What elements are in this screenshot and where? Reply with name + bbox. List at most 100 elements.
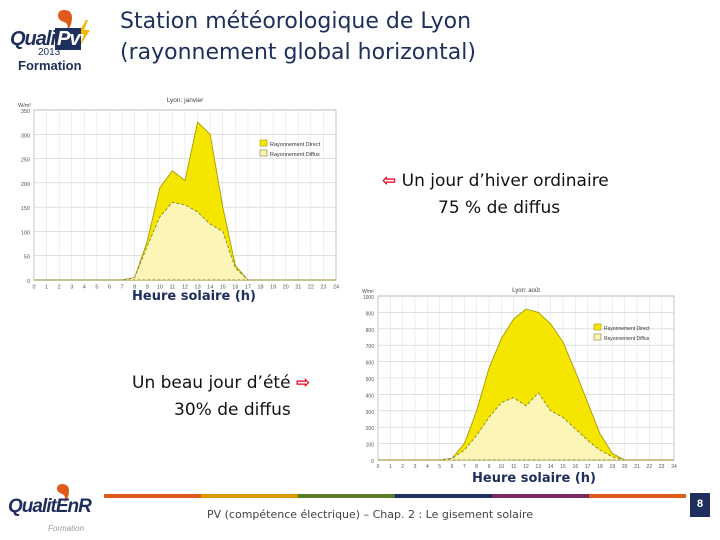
footer-color-bar: [104, 494, 686, 498]
y-tick-label: 0: [27, 279, 30, 285]
x-tick-label: 23: [320, 285, 326, 291]
winter-callout-line1: Un jour d’hiver ordinaire: [401, 171, 609, 191]
bar-segment: [298, 494, 395, 498]
summer-callout: Un beau jour d’été ⇨ 30% de diffus: [132, 370, 362, 424]
chart-title: Lyon: janvier: [167, 97, 204, 104]
arrow-left-icon: ⇦: [382, 171, 397, 191]
x-tick-label: 20: [283, 285, 289, 291]
legend-swatch: [259, 139, 268, 147]
x-tick-label: 17: [245, 285, 251, 291]
legend-swatch: [593, 333, 602, 341]
x-tick-label: 2: [58, 285, 61, 291]
logo-accent-icon: [57, 484, 69, 503]
x-tick-label: 9: [146, 285, 149, 291]
y-tick-label: 200: [366, 426, 375, 432]
y-tick-label: 500: [366, 377, 375, 383]
bar-segment: [395, 494, 492, 498]
x-tick-label: 7: [463, 464, 466, 470]
legend-label: Rayonnement Diffus: [270, 152, 320, 158]
y-axis-label: W/m²: [362, 289, 374, 295]
x-tick-label: 11: [511, 464, 516, 470]
x-tick-label: 5: [438, 464, 441, 470]
bar-segment: [104, 494, 201, 498]
chart-title: Lyon: août: [512, 288, 540, 294]
x-tick-label: 24: [671, 464, 677, 470]
summer-callout-line2: 30% de diffus: [174, 400, 291, 420]
series-area-diffuse: [378, 392, 674, 461]
x-tick-label: 22: [308, 285, 314, 291]
x-tick-label: 17: [585, 464, 591, 470]
legend-swatch: [259, 149, 268, 157]
logo-formation: Formation: [18, 58, 82, 73]
footer-text: PV (compétence électrique) – Chap. 2 : L…: [206, 508, 534, 521]
x-tick-label: 19: [610, 464, 616, 470]
winter-callout-line2: 75 % de diffus: [438, 198, 561, 218]
logo-year: 2013: [38, 47, 61, 58]
x-tick-label: 20: [622, 464, 628, 470]
x-tick-label: 15: [220, 285, 226, 291]
x-tick-label: 5: [95, 285, 98, 291]
y-tick-label: 250: [21, 158, 30, 164]
x-tick-label: 2: [401, 464, 404, 470]
x-tick-label: 8: [133, 285, 136, 291]
y-tick-label: 800: [366, 328, 375, 334]
x-tick-label: 1: [45, 285, 48, 291]
x-tick-label: 23: [659, 464, 665, 470]
x-tick-label: 10: [499, 464, 505, 470]
x-tick-label: 1: [389, 464, 392, 470]
x-tick-label: 16: [573, 464, 579, 470]
logo-brand: Quali Pv: [10, 28, 82, 50]
y-tick-label: 150: [21, 206, 30, 212]
y-tick-label: 600: [366, 361, 375, 367]
y-tick-label: 700: [366, 344, 375, 350]
x-tick-label: 3: [414, 464, 417, 470]
y-tick-label: 50: [24, 255, 30, 261]
x-tick-label: 18: [597, 464, 603, 470]
x-tick-label: 21: [295, 285, 301, 291]
x-tick-label: 6: [451, 464, 454, 470]
series-area-diffuse: [34, 201, 336, 281]
legend-label: Rayonnement Diffus: [604, 336, 650, 342]
x-tick-label: 11: [170, 285, 176, 291]
arrow-right-icon: ⇨: [295, 373, 311, 393]
x-tick-label: 7: [121, 285, 124, 291]
x-tick-label: 4: [83, 285, 86, 291]
bar-segment: [589, 494, 686, 498]
x-tick-label: 10: [157, 285, 163, 291]
x-tick-label: 12: [182, 285, 188, 291]
y-tick-label: 300: [366, 410, 375, 416]
y-tick-label: 200: [21, 182, 30, 188]
x-tick-label: 15: [560, 464, 566, 470]
page-number: 8: [690, 493, 710, 517]
x-tick-label: 16: [232, 285, 238, 291]
page-title: Station météorologique de Lyon (rayonnem…: [120, 6, 540, 68]
y-tick-label: 0: [371, 459, 374, 465]
x-tick-label: 21: [634, 464, 640, 470]
x-tick-label: 0: [32, 285, 35, 291]
logo-accents-icon: [58, 10, 90, 46]
logo-bottom-sub: Formation: [48, 524, 85, 533]
y-tick-label: 900: [366, 311, 375, 317]
x-tick-label: 12: [523, 464, 529, 470]
y-axis-label: W/m²: [18, 103, 31, 109]
qualitenr-logo: QualitEnR Formation: [6, 484, 100, 538]
x-tick-label: 3: [70, 285, 73, 291]
winter-axis-caption: Heure solaire (h): [132, 289, 256, 304]
y-tick-label: 1000: [363, 295, 374, 301]
x-tick-label: 4: [426, 464, 429, 470]
x-tick-label: 19: [270, 285, 276, 291]
legend-label: Rayonnement Direct: [270, 142, 321, 148]
y-tick-label: 400: [366, 393, 375, 399]
y-tick-label: 300: [21, 133, 30, 139]
legend-swatch: [593, 323, 602, 331]
title-line-2: (rayonnement global horizontal): [120, 40, 476, 65]
summer-axis-caption: Heure solaire (h): [472, 471, 596, 486]
x-tick-label: 18: [257, 285, 263, 291]
x-tick-label: 9: [488, 464, 491, 470]
y-tick-label: 100: [366, 443, 375, 449]
summer-callout-line1: Un beau jour d’été: [132, 373, 291, 393]
y-tick-label: 350: [21, 109, 30, 115]
x-tick-label: 0: [377, 464, 380, 470]
